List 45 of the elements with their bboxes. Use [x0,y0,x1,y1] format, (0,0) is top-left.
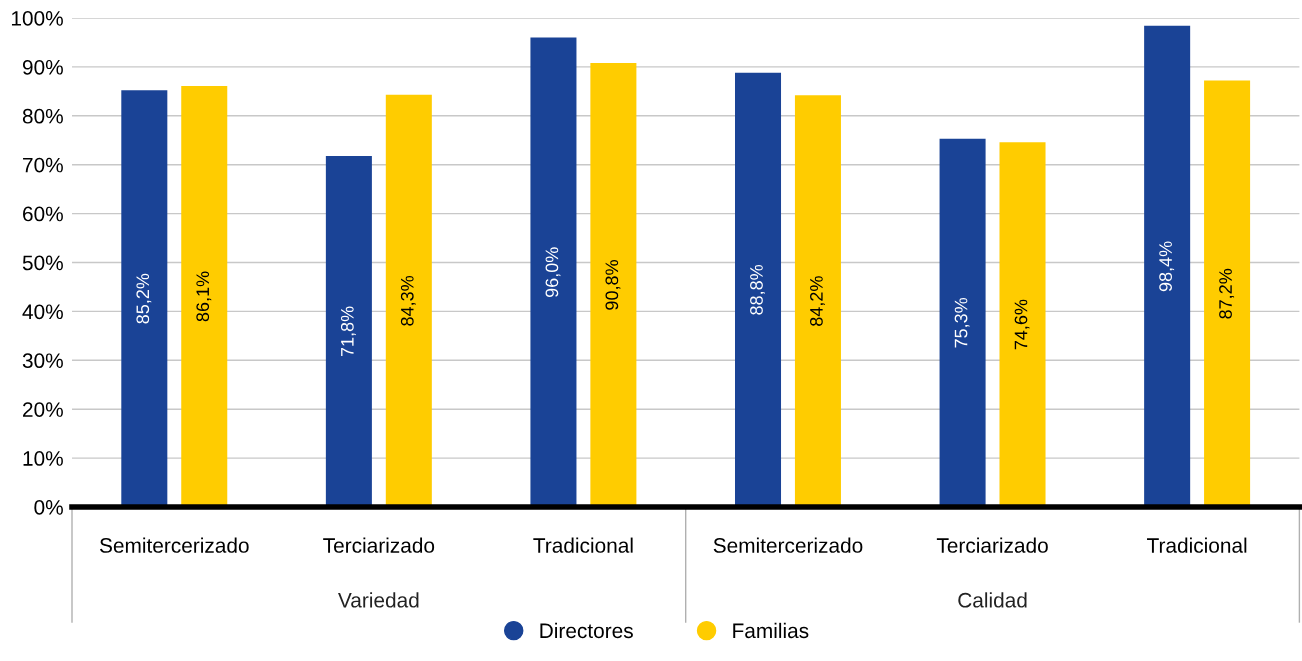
data-label: 88,8% [750,264,765,315]
y-tick-label: 90% [22,59,63,75]
bar [121,90,168,507]
bar [181,85,228,507]
bar [794,95,841,507]
bar [325,155,372,507]
legend-label: Familias [733,622,809,639]
y-tick-label: 10% [23,451,63,466]
legend-label: Directores [540,622,633,639]
data-label: 98,4% [1159,241,1175,292]
bar [1144,25,1191,507]
data-label: 85,2% [136,273,152,324]
text: Variedad [338,592,419,608]
y-tick-label: 30% [22,353,63,369]
y-tick-label: 20% [23,402,63,417]
bar [999,142,1046,507]
y-tick-label: 80% [22,108,63,124]
x-tick-label: Tradicional [533,537,633,553]
x-tick-label: Terciarizado [936,537,1048,553]
bar [1204,80,1251,507]
y-tick-label: 50% [22,255,63,271]
text: Calidad [958,592,1027,608]
y-tick-label: 40% [22,304,63,320]
data-label: 75,3% [954,297,970,348]
y-tick-label: 100% [11,11,63,26]
bar [385,94,432,507]
data-label: 87,2% [1219,268,1235,319]
y-tick-label: 0% [34,500,63,515]
data-label: 96,0% [545,247,561,298]
bar [530,37,577,507]
data-label: 86,1% [196,271,212,322]
x-tick-label: Tradicional [1147,537,1247,553]
bar [939,138,986,507]
y-tick-label: 60% [23,206,63,222]
data-label: 90,8% [605,260,621,310]
bar [590,62,637,507]
data-label: 84,2% [810,276,825,326]
x-tick-label: Semitercerizado [713,537,863,553]
y-tick-label: 70% [23,157,63,173]
bar [735,72,782,507]
x-tick-label: Semitercerizado [99,537,249,553]
x-tick-label: Terciarizado [323,537,435,553]
data-label: 84,3% [400,275,416,326]
data-label: 71,8% [340,306,356,357]
data-label: 74,6% [1014,299,1030,350]
